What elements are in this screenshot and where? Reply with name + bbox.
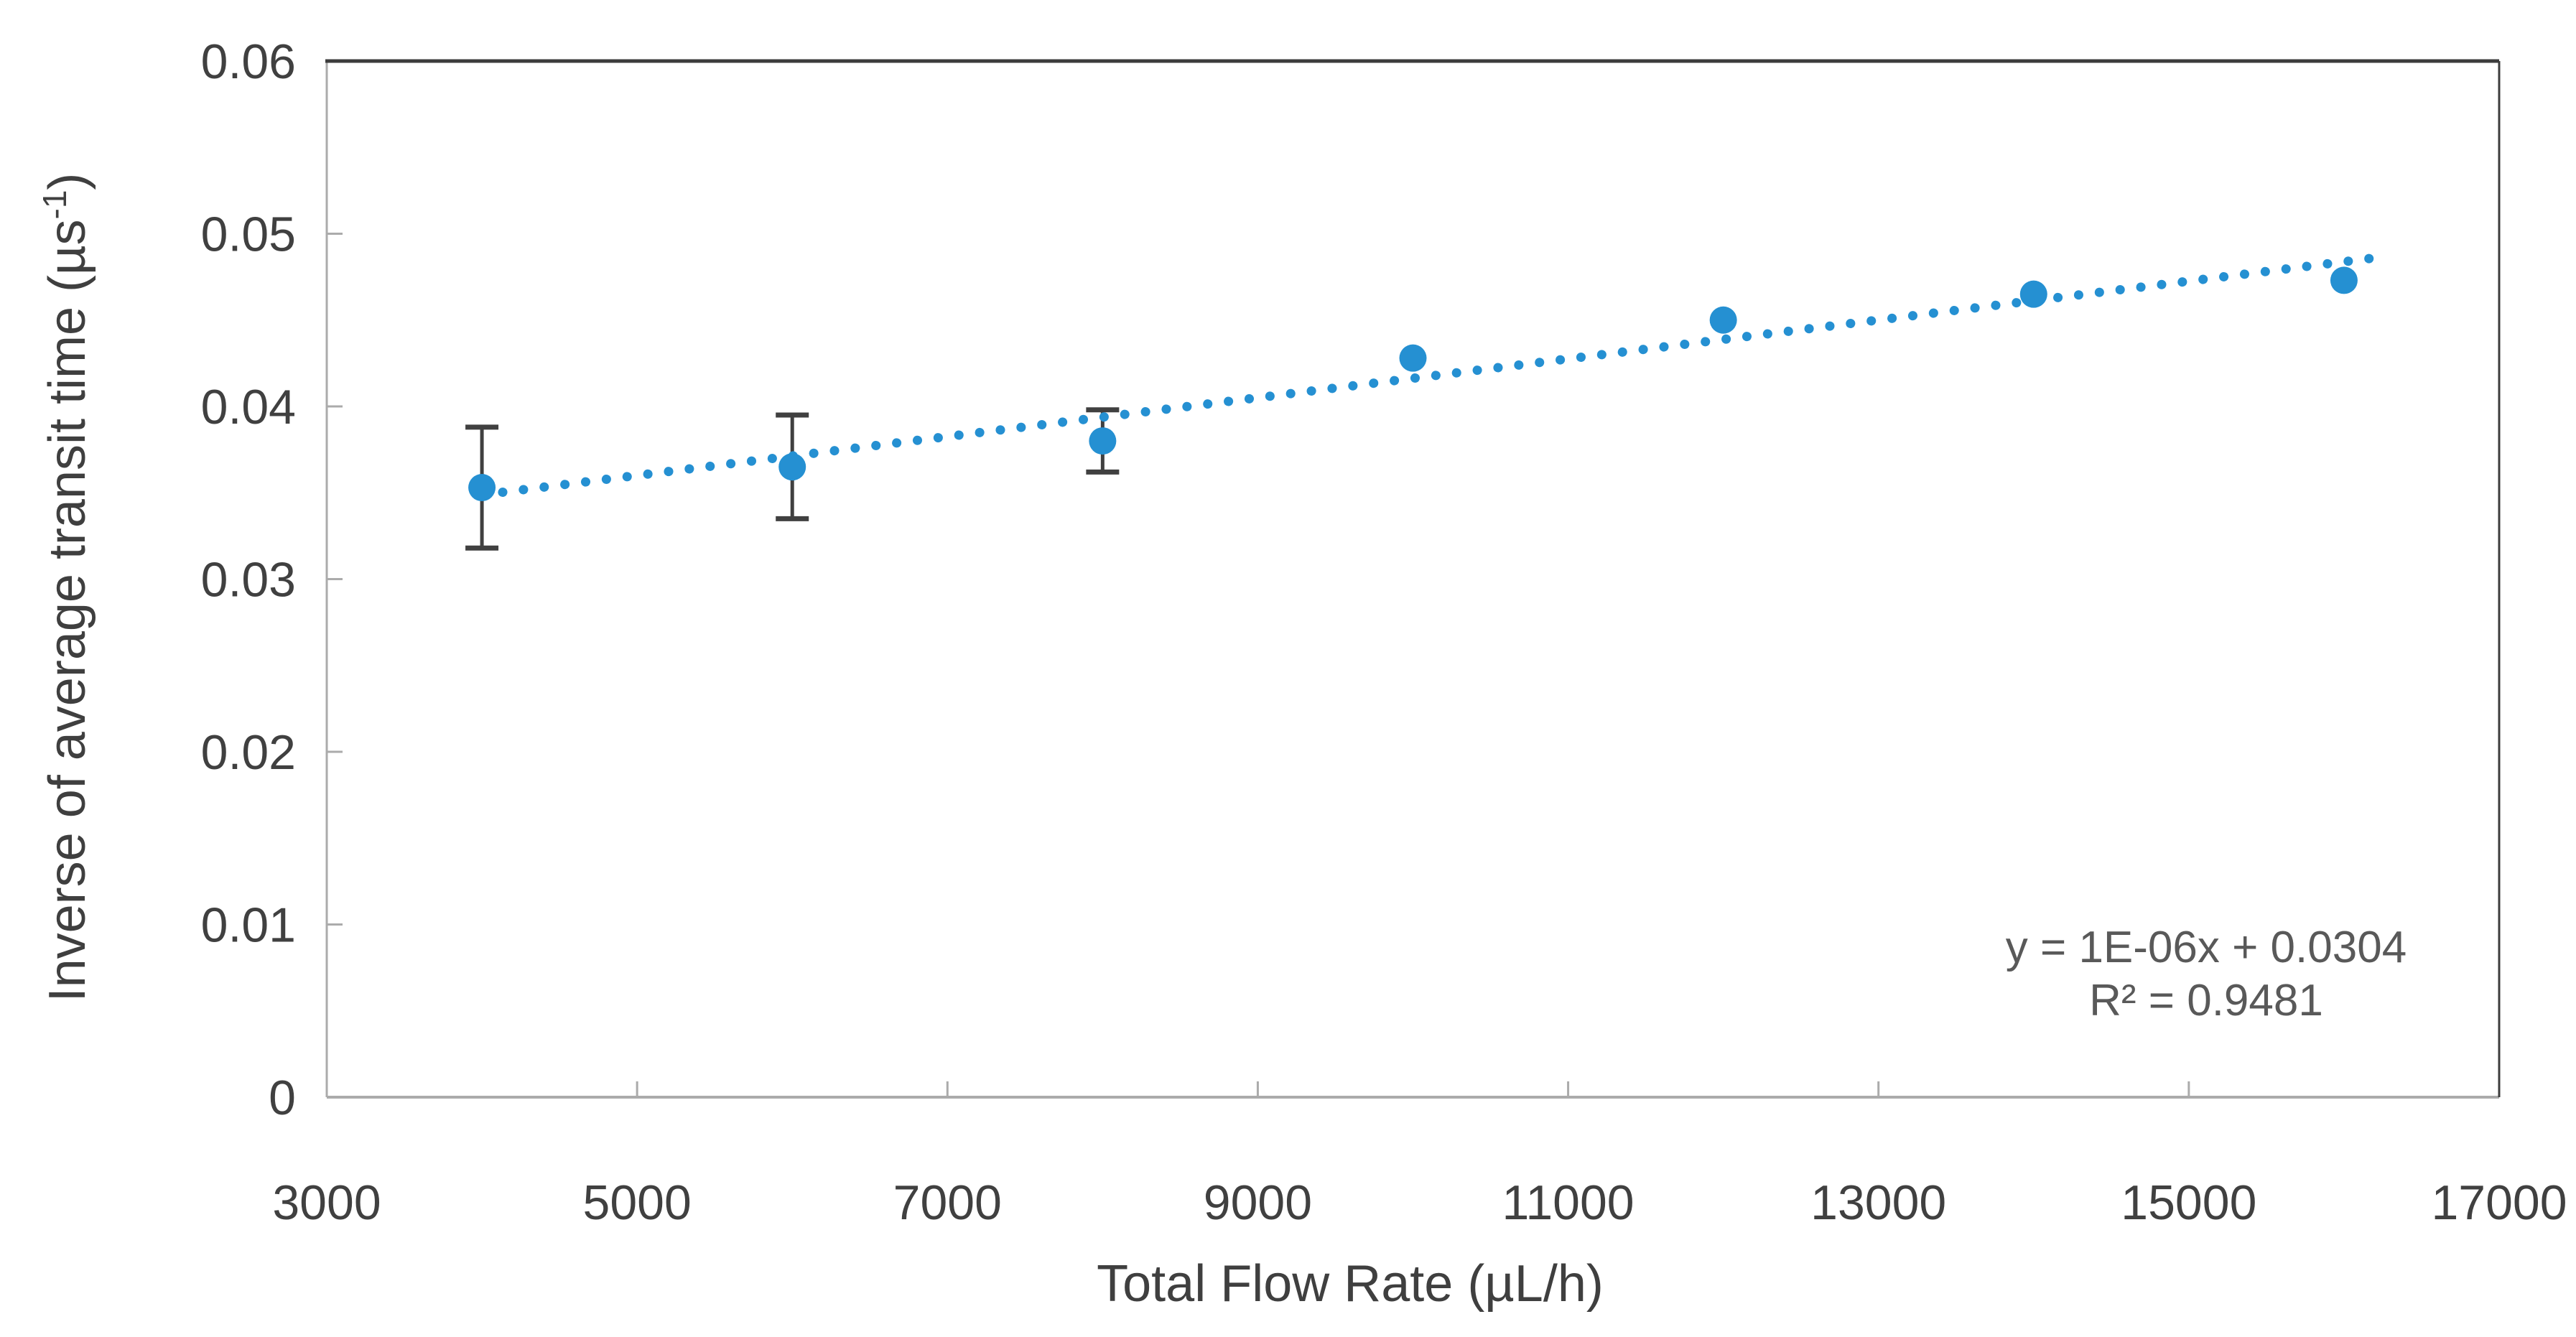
data-point-marker	[2330, 266, 2358, 294]
y-axis-tick-label: 0.06	[201, 34, 296, 89]
x-axis-tick-label: 15000	[2121, 1175, 2256, 1230]
x-axis-title: Total Flow Rate (µL/h)	[1097, 1255, 1604, 1313]
y-axis-title: Inverse of average transit time (µs-1)	[36, 173, 96, 1002]
data-point-marker	[1089, 427, 1117, 455]
data-point-marker	[1399, 344, 1427, 372]
y-axis-tick-label: 0	[269, 1071, 296, 1125]
data-point-marker	[2019, 280, 2047, 308]
data-points-layer	[468, 266, 2358, 502]
y-axis-tick-label: 0.02	[201, 725, 296, 780]
y-axis-tick-label: 0.05	[201, 208, 296, 262]
x-axis-tick-label: 17000	[2431, 1175, 2567, 1230]
x-axis-tick-label: 13000	[1810, 1175, 1946, 1230]
y-axis-tick-label: 0.01	[201, 898, 296, 953]
trendline-r-squared-label: R² = 0.9481	[2089, 976, 2323, 1025]
y-axis-tick-label: 0.03	[201, 553, 296, 607]
trendline-equation-label: y = 1E-06x + 0.0304	[2006, 923, 2407, 972]
y-axis-title-superscript: -1	[36, 190, 73, 220]
trendline-layer	[477, 252, 2388, 500]
x-axis-tick-label: 3000	[272, 1175, 381, 1230]
x-axis-tick-label: 11000	[1502, 1175, 1635, 1230]
x-axis-tick-label: 5000	[583, 1175, 692, 1230]
x-axis-tick-label: 9000	[1204, 1175, 1312, 1230]
y-axis-title-main: Inverse of average transit time (µs	[39, 219, 96, 1002]
y-axis-title-close: )	[39, 173, 96, 190]
tick-labels-layer: 3000 5000 7000 9000 11000 13000 15000 17000 0 0.0…	[201, 34, 2567, 1230]
data-point-marker	[468, 474, 496, 502]
trendline-dotted	[477, 252, 2388, 500]
x-axis-tick-label: 7000	[893, 1175, 1002, 1230]
axes-layer	[325, 59, 2501, 1099]
data-point-marker	[778, 453, 806, 481]
y-axis-tick-label: 0.04	[201, 380, 296, 434]
data-point-marker	[1709, 306, 1737, 334]
